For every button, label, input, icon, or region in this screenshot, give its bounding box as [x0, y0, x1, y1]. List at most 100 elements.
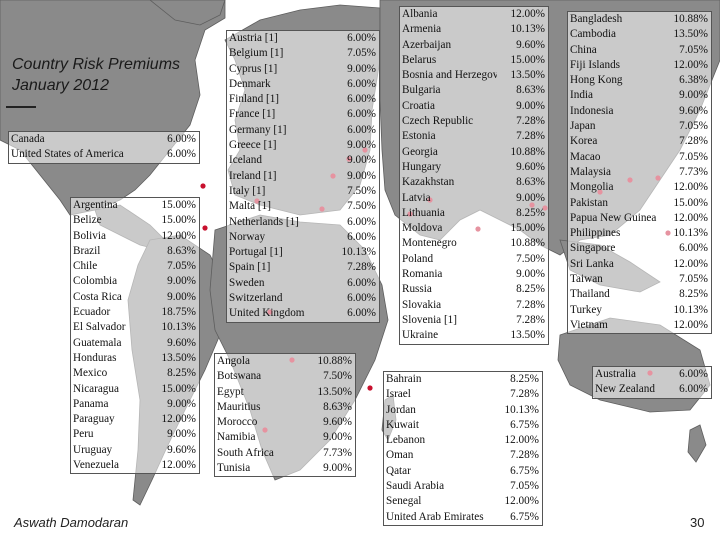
country-name: Guatemala: [73, 336, 122, 349]
risk-premium-value: 15.00%: [161, 199, 197, 211]
table-row: Switzerland 6.00%: [227, 291, 379, 306]
country-name: Slovakia: [402, 298, 442, 311]
risk-premium-value: 15.00%: [673, 196, 709, 209]
table-row: France [1] 6.00%: [227, 107, 379, 122]
table-row: Kuwait 6.75%: [384, 418, 542, 433]
table-row: Ireland [1] 9.00%: [227, 169, 379, 184]
table-row: Australia 6.00%: [593, 367, 711, 382]
country-name: Singapore: [570, 242, 616, 255]
country-name: Colombia: [73, 275, 118, 288]
table-row: Indonesia 9.60%: [568, 104, 711, 119]
risk-premium-value: 10.88%: [673, 13, 709, 25]
risk-premium-value: 18.75%: [161, 306, 197, 319]
risk-premium-value: 9.60%: [516, 38, 545, 51]
country-name: Costa Rica: [73, 290, 122, 303]
risk-premium-value: 8.63%: [516, 176, 545, 189]
risk-premium-value: 7.28%: [516, 313, 545, 326]
country-name: Slovenia [1]: [402, 313, 457, 326]
table-row: Turkey 10.13%: [568, 303, 711, 318]
risk-premium-value: 13.50%: [161, 351, 197, 364]
risk-premium-value: 12.00%: [161, 229, 197, 242]
country-name: Albania: [402, 8, 438, 20]
risk-premium-value: 7.50%: [347, 200, 376, 213]
risk-premium-value: 6.75%: [510, 510, 539, 523]
risk-premium-value: 10.13%: [161, 321, 197, 334]
table-row: Romania 9.00%: [400, 267, 548, 282]
country-name: Botswana: [217, 370, 262, 383]
risk-premium-value: 9.60%: [167, 443, 196, 456]
risk-premium-value: 6.75%: [510, 418, 539, 431]
risk-premium-value: 7.28%: [679, 135, 708, 148]
risk-premium-value: 9.60%: [679, 104, 708, 117]
risk-premium-value: 7.50%: [516, 252, 545, 265]
table-row: Denmark 6.00%: [227, 77, 379, 92]
country-name: Bulgaria: [402, 84, 441, 97]
country-name: Honduras: [73, 351, 117, 364]
country-name: Armenia: [402, 23, 442, 36]
country-name: Morocco: [217, 416, 258, 429]
risk-premium-value: 13.50%: [510, 329, 546, 342]
table-row: Costa Rica 9.00%: [71, 290, 199, 305]
north-america-table: Canada 6.00% United States of America 6.00%: [8, 131, 200, 164]
table-row: Belarus 15.00%: [400, 53, 548, 68]
country-name: Belarus: [402, 53, 437, 66]
country-name: Sweden: [229, 276, 265, 289]
table-row: South Africa 7.73%: [215, 446, 355, 461]
risk-premium-value: 6.00%: [679, 242, 708, 255]
table-row: Bolivia 12.00%: [71, 229, 199, 244]
country-name: Cambodia: [570, 28, 616, 41]
table-row: Norway 6.00%: [227, 230, 379, 245]
country-name: Jordan: [386, 403, 416, 416]
country-name: Bosnia and Herzegovina: [402, 69, 497, 82]
country-name: Sri Lanka: [570, 257, 614, 270]
risk-premium-value: 9.00%: [347, 62, 376, 75]
risk-premium-value: 9.60%: [516, 160, 545, 173]
table-row: Namibia 9.00%: [215, 430, 355, 445]
risk-premium-value: 7.50%: [347, 184, 376, 197]
table-row: Greece [1] 9.00%: [227, 138, 379, 153]
table-row: Sri Lanka 12.00%: [568, 257, 711, 272]
table-row: India 9.00%: [568, 88, 711, 103]
risk-premium-value: 10.88%: [510, 237, 546, 250]
table-row: Iceland 9.00%: [227, 153, 379, 168]
risk-premium-value: 6.00%: [347, 93, 376, 106]
table-row: Latvia 9.00%: [400, 191, 548, 206]
eastern-europe-table: Albania 12.00% Armenia 10.13% Azerbaijan 9.60…: [399, 6, 549, 345]
table-row: Belgium [1] 7.05%: [227, 46, 379, 61]
risk-premium-value: 10.13%: [673, 303, 709, 316]
table-row: Belize 15.00%: [71, 213, 199, 228]
table-row: United States of America 6.00%: [9, 147, 199, 162]
country-name: United Arab Emirates: [386, 510, 484, 523]
country-name: Egypt: [217, 385, 244, 398]
table-row: Jordan 10.13%: [384, 403, 542, 418]
country-name: Pakistan: [570, 196, 608, 209]
oceania-table: Australia 6.00% New Zealand 6.00%: [592, 366, 712, 399]
country-name: Spain [1]: [229, 261, 271, 274]
risk-premium-value: 15.00%: [161, 382, 197, 395]
table-row: Paraguay 12.00%: [71, 412, 199, 427]
risk-premium-value: 7.28%: [516, 130, 545, 143]
table-row: Mongolia 12.00%: [568, 180, 711, 195]
risk-premium-value: 7.05%: [167, 260, 196, 273]
table-row: United Kingdom 6.00%: [227, 306, 379, 321]
table-row: Finland [1] 6.00%: [227, 92, 379, 107]
middle-east-table: Bahrain 8.25% Israel 7.28% Jordan 10.13% Kuwai…: [383, 371, 543, 526]
table-row: Bosnia and Herzegovina 13.50%: [400, 68, 548, 83]
risk-premium-value: 6.00%: [347, 276, 376, 289]
table-row: Georgia 10.88%: [400, 145, 548, 160]
risk-premium-value: 6.00%: [679, 368, 708, 380]
country-name: Namibia: [217, 431, 256, 444]
country-name: Switzerland: [229, 292, 283, 305]
page-number: 30: [690, 515, 705, 530]
table-row: Argentina 15.00%: [71, 198, 199, 213]
table-row: Papua New Guinea 12.00%: [568, 211, 711, 226]
table-row: Bahrain 8.25%: [384, 372, 542, 387]
risk-premium-value: 8.25%: [167, 367, 196, 380]
country-name: Turkey: [570, 303, 602, 316]
table-row: Cyprus [1] 9.00%: [227, 62, 379, 77]
table-row: Moldova 15.00%: [400, 221, 548, 236]
table-row: Uruguay 9.60%: [71, 443, 199, 458]
table-row: Qatar 6.75%: [384, 464, 542, 479]
country-name: Peru: [73, 428, 94, 441]
table-row: Chile 7.05%: [71, 259, 199, 274]
